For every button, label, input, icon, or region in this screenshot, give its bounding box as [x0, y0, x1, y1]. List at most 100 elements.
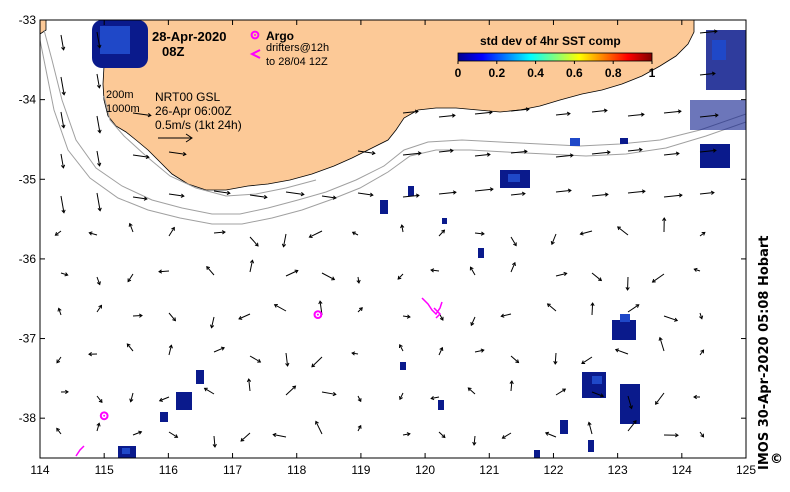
current-vector: [510, 149, 528, 154]
current-vector: [625, 276, 630, 291]
current-vector: [658, 336, 665, 352]
x-tick-label: 115: [95, 463, 114, 477]
current-vector: [467, 387, 476, 395]
current-vector: [60, 153, 66, 169]
current-vector: [168, 193, 185, 198]
current-vector: [501, 432, 512, 439]
current-vector: [132, 112, 152, 118]
current-vector: [357, 395, 362, 403]
current-vector: [398, 343, 404, 352]
current-vector: [591, 108, 608, 113]
current-vector: [627, 304, 640, 313]
current-vector: [238, 313, 251, 320]
current-vector: [158, 396, 170, 402]
current-vector: [651, 273, 665, 283]
current-vector: [553, 352, 558, 365]
scale-arrow-icon: [158, 133, 193, 143]
current-vector: [132, 430, 143, 436]
current-vector: [96, 422, 101, 432]
current-vector: [614, 348, 629, 355]
x-tick-label: 121: [479, 463, 499, 477]
current-vector: [132, 154, 150, 160]
current-vector: [510, 191, 526, 196]
current-vector: [699, 349, 705, 356]
current-vector: [54, 230, 62, 236]
y-tick-label: -33: [19, 13, 37, 27]
current-vector: [60, 195, 66, 214]
current-vector: [699, 231, 706, 237]
colorbar-tick-label: 0.6: [566, 66, 583, 80]
current-vector: [60, 272, 69, 277]
argo-legend-marker: [250, 30, 260, 40]
current-vector: [246, 378, 252, 392]
colorbar-tick-label: 0.2: [488, 66, 505, 80]
argo-legend-label: Argo: [266, 29, 294, 43]
current-vector: [663, 315, 679, 322]
colorbar-tick-label: 0: [455, 66, 462, 80]
land-west-coast: [40, 20, 47, 35]
drifter-tracks: [75, 297, 443, 457]
current-vector: [555, 188, 572, 193]
x-tick-label: 122: [543, 463, 563, 477]
current-vector: [699, 190, 715, 195]
current-vector: [555, 111, 571, 116]
current-vector: [438, 346, 444, 356]
current-vector: [285, 191, 305, 197]
x-tick-label: 116: [159, 463, 178, 477]
colorbar-title: std dev of 4hr SST comp: [480, 34, 621, 48]
y-tick-label: -35: [19, 172, 37, 186]
y-tick-label: -34: [19, 93, 37, 107]
current-vector: [285, 269, 299, 277]
contour-inner: [103, 95, 317, 197]
current-vector: [438, 229, 446, 237]
current-vector: [96, 192, 102, 212]
current-vector: [96, 304, 102, 313]
current-vector: [591, 391, 605, 398]
current-vector: [550, 233, 557, 246]
current-vector: [321, 272, 336, 281]
current-vector: [168, 226, 175, 237]
current-vector: [60, 389, 69, 395]
current-vector: [699, 113, 719, 118]
colorbar-tick-label: 0.4: [527, 66, 544, 80]
current-vector: [402, 432, 411, 437]
current-vector: [56, 427, 62, 435]
currents-scale: 0.5m/s (1kt 24h): [155, 118, 242, 132]
current-vector: [699, 312, 704, 320]
current-vector: [281, 233, 287, 248]
current-vector: [555, 388, 567, 396]
current-vector: [311, 356, 323, 368]
current-vector: [655, 392, 665, 405]
current-vector: [285, 352, 290, 367]
current-vector: [627, 147, 643, 152]
argo-floats: [99, 310, 323, 421]
current-vector: [357, 150, 376, 156]
current-vector: [96, 395, 103, 404]
current-vector: [544, 431, 557, 438]
x-tick-label: 118: [287, 463, 306, 477]
current-vector: [206, 265, 215, 276]
current-vector: [693, 267, 701, 272]
current-vector: [321, 391, 337, 397]
current-vector: [356, 276, 361, 284]
current-vector: [627, 395, 633, 410]
drifter-legend-marker: [249, 49, 261, 59]
current-vector: [96, 276, 101, 286]
current-vector: [699, 71, 716, 76]
x-tick-label: 117: [223, 463, 242, 477]
credit-text: IMOS 30-Apr-2020 05:08 Hobart: [757, 235, 772, 470]
current-vector: [510, 261, 516, 273]
current-vector: [399, 392, 404, 401]
y-axis: -33 -34 -35 -36 -37 -38: [19, 13, 746, 425]
current-vector: [474, 152, 491, 157]
current-vector: [315, 420, 323, 435]
current-vector: [663, 433, 679, 438]
current-vector: [581, 356, 593, 365]
map-date: 28-Apr-2020: [152, 29, 226, 44]
current-vector: [590, 302, 595, 316]
current-vector: [699, 29, 718, 34]
current-vector: [591, 192, 609, 197]
current-vector: [60, 34, 66, 51]
current-vector: [249, 355, 262, 363]
current-vector: [213, 346, 225, 353]
